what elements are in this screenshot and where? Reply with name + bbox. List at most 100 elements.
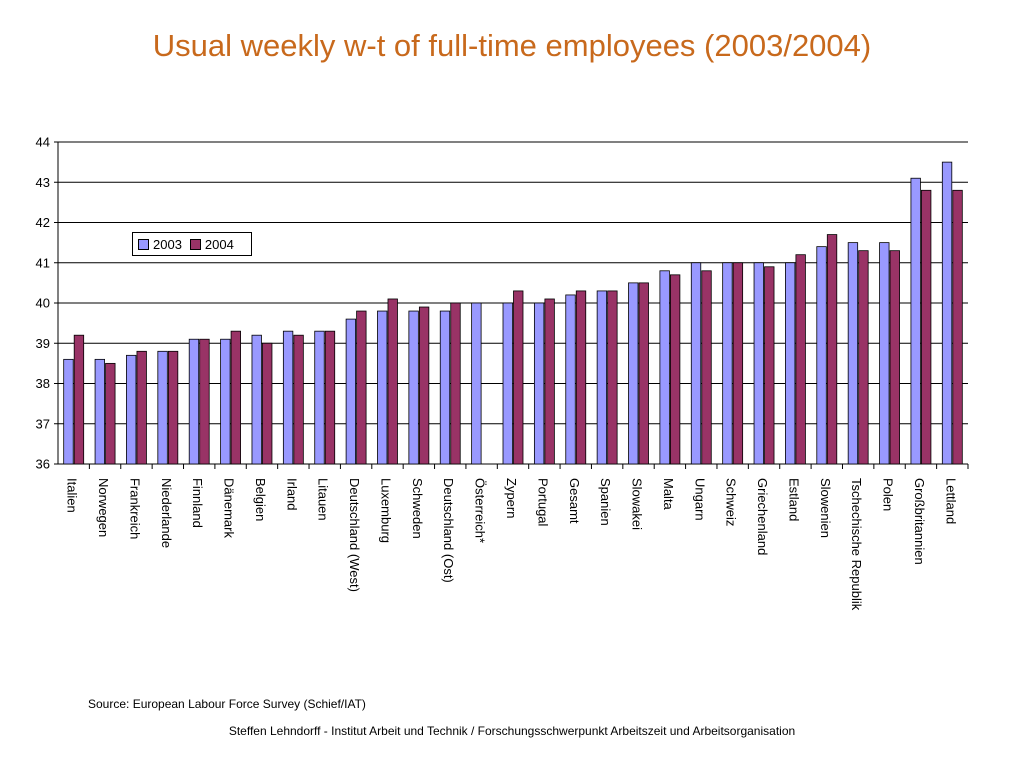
bar-2003 bbox=[345, 318, 357, 465]
bar-2004 bbox=[230, 330, 241, 465]
y-tick-label: 42 bbox=[36, 215, 50, 230]
bar-2003 bbox=[628, 282, 639, 465]
bar-2004 bbox=[513, 290, 524, 465]
legend-item-2003: 2003 bbox=[138, 237, 182, 252]
x-tick-label: Spanien bbox=[598, 478, 613, 526]
bar-2003 bbox=[439, 310, 451, 465]
bar-2003 bbox=[471, 302, 482, 465]
x-tick-label: Schweiz bbox=[724, 478, 739, 526]
bar-2004 bbox=[889, 250, 900, 465]
x-tick-label: Lettland bbox=[943, 478, 958, 524]
x-tick-label: Belgien bbox=[253, 478, 268, 521]
bar-2004 bbox=[701, 270, 712, 465]
y-tick-label: 44 bbox=[36, 135, 50, 150]
y-tick-label: 41 bbox=[36, 255, 50, 270]
x-tick-label: Gesamt bbox=[567, 478, 582, 524]
bar-2003 bbox=[941, 161, 953, 465]
x-tick-label: Österreich* bbox=[473, 478, 488, 543]
bar-2004 bbox=[450, 302, 461, 465]
bar-2004 bbox=[952, 189, 963, 465]
x-tick-label: Schweden bbox=[410, 478, 425, 539]
bar-2003 bbox=[63, 358, 74, 465]
bar-2004 bbox=[575, 290, 587, 465]
y-tick-label: 43 bbox=[36, 175, 50, 190]
legend-label-2004: 2004 bbox=[204, 236, 234, 252]
x-tick-label: Tschechische Republik bbox=[849, 478, 864, 611]
bar-2003 bbox=[533, 302, 545, 465]
y-tick-label: 40 bbox=[36, 296, 50, 311]
x-tick-label: Ungarn bbox=[692, 478, 707, 521]
x-tick-label: Polen bbox=[881, 478, 896, 511]
bar-2004 bbox=[293, 334, 304, 465]
bar-2004 bbox=[199, 338, 210, 465]
bar-2003 bbox=[251, 334, 262, 465]
bar-2003 bbox=[690, 262, 702, 465]
x-tick-label: Großbritannien bbox=[912, 478, 927, 565]
bar-2003 bbox=[126, 354, 137, 465]
bar-2003 bbox=[879, 242, 890, 465]
bar-2004 bbox=[858, 250, 869, 465]
source-note: Source: European Labour Force Survey (Sc… bbox=[88, 697, 366, 711]
x-tick-label: Slowenien bbox=[818, 478, 833, 538]
bar-2004 bbox=[387, 298, 398, 465]
bar-2003 bbox=[94, 358, 105, 465]
bar-2004 bbox=[795, 254, 806, 465]
legend-item-2004: 2004 bbox=[189, 236, 234, 252]
bar-2004 bbox=[167, 350, 179, 465]
bar-2004 bbox=[732, 262, 744, 465]
bar-2004 bbox=[669, 274, 681, 465]
bar-2003 bbox=[659, 270, 670, 465]
x-tick-label: Zypern bbox=[504, 478, 519, 518]
x-tick-label: Litauen bbox=[316, 478, 331, 521]
bar-2003 bbox=[314, 330, 325, 465]
x-tick-label: Finnland bbox=[190, 478, 205, 528]
legend-swatch-2003 bbox=[138, 238, 149, 250]
bar-2004 bbox=[764, 266, 775, 465]
bar-2004 bbox=[638, 282, 649, 465]
x-tick-label: Norwegen bbox=[96, 478, 111, 537]
legend-label-2003: 2003 bbox=[153, 236, 182, 252]
bar-2004 bbox=[324, 330, 336, 465]
bar-2003 bbox=[282, 330, 294, 465]
x-tick-label: Frankreich bbox=[127, 478, 142, 539]
bar-2004 bbox=[105, 362, 116, 465]
x-tick-label: Deutschland (West) bbox=[347, 478, 362, 592]
bar-2004 bbox=[544, 298, 555, 465]
x-tick-label: Griechenland bbox=[755, 478, 770, 555]
x-tick-label: Irland bbox=[284, 478, 299, 511]
y-tick-label: 36 bbox=[36, 457, 50, 472]
bar-2004 bbox=[356, 310, 367, 465]
bar-2004 bbox=[826, 234, 838, 465]
bar-2003 bbox=[816, 246, 827, 465]
bar-2003 bbox=[753, 262, 764, 465]
y-tick-label: 38 bbox=[36, 376, 50, 391]
bar-2003 bbox=[722, 262, 733, 465]
bar-2004 bbox=[607, 290, 618, 465]
bar-2003 bbox=[220, 338, 231, 465]
chart-legend: 2003 2004 bbox=[132, 232, 252, 256]
y-tick-label: 39 bbox=[36, 336, 50, 351]
bar-2003 bbox=[408, 310, 419, 465]
footer-credit: Steffen Lehndorff - Institut Arbeit und … bbox=[228, 724, 796, 738]
bar-2004 bbox=[136, 350, 147, 465]
bar-2004 bbox=[262, 342, 273, 465]
bar-2003 bbox=[596, 290, 608, 465]
bar-2003 bbox=[565, 294, 576, 465]
slide-title: Usual weekly w-t of full-time employees … bbox=[152, 28, 872, 63]
bar-2004 bbox=[921, 189, 932, 465]
y-tick-label: 37 bbox=[36, 416, 50, 431]
x-tick-label: Luxemburg bbox=[378, 478, 393, 543]
x-tick-label: Slowakei bbox=[630, 478, 645, 530]
bar-2003 bbox=[157, 350, 168, 465]
x-tick-label: Portugal bbox=[535, 478, 550, 527]
bar-2003 bbox=[502, 302, 513, 465]
bar-2004 bbox=[418, 306, 430, 465]
legend-swatch-2004 bbox=[189, 238, 201, 250]
x-tick-label: Deutschland (Ost) bbox=[441, 478, 456, 583]
x-tick-label: Niederlande bbox=[159, 478, 174, 548]
bar-2003 bbox=[847, 242, 859, 465]
x-tick-label: Italien bbox=[65, 478, 80, 513]
x-tick-label: Malta bbox=[661, 478, 676, 511]
x-tick-label: Estland bbox=[786, 478, 801, 521]
x-tick-label: Dänemark bbox=[222, 478, 237, 538]
